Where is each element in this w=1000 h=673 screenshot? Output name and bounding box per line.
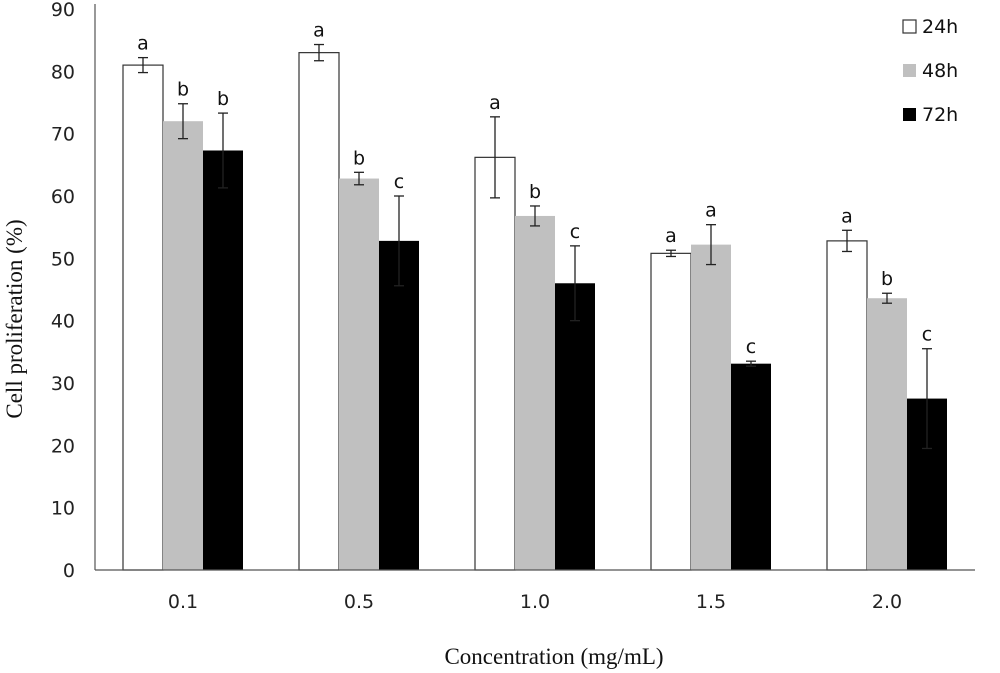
bar-48h-0.1 xyxy=(163,121,203,570)
bar-48h-1.5 xyxy=(691,244,731,570)
bar-72h-0.1 xyxy=(203,150,243,570)
significance-label: c xyxy=(570,221,580,243)
significance-label: c xyxy=(746,336,756,358)
bar-24h-1.0 xyxy=(474,156,516,571)
bar-48h-2.0 xyxy=(867,298,907,570)
x-tick-label: 2.0 xyxy=(872,591,902,613)
legend-label-72h: 72h xyxy=(922,104,958,126)
bar-24h-2.0 xyxy=(826,240,868,571)
legend: 24h 48h 72h xyxy=(902,16,958,126)
legend-label-24h: 24h xyxy=(922,16,958,38)
y-axis-ticks: 0 10 20 30 40 50 60 70 80 90 xyxy=(51,0,75,582)
significance-label: b xyxy=(353,147,365,169)
significance-label: a xyxy=(137,33,149,55)
bar-24h-0.1 xyxy=(122,64,164,571)
y-tick-label: 40 xyxy=(51,311,75,333)
y-tick-label: 90 xyxy=(51,0,75,21)
significance-label: a xyxy=(841,205,853,227)
significance-label: a xyxy=(313,20,325,42)
x-axis-title: Concentration (mg/mL) xyxy=(444,644,663,669)
significance-labels: a b b a b c a b c a a c a b c xyxy=(137,20,932,359)
y-tick-label: 20 xyxy=(51,435,75,457)
y-tick-label: 50 xyxy=(51,248,75,270)
bar-24h-0.5 xyxy=(298,52,340,571)
y-tick-label: 60 xyxy=(51,186,75,208)
error-bars xyxy=(138,43,932,450)
significance-label: b xyxy=(529,181,541,203)
significance-label: b xyxy=(217,88,229,110)
significance-label: b xyxy=(177,79,189,101)
x-tick-label: 1.0 xyxy=(520,591,550,613)
y-tick-label: 70 xyxy=(51,124,75,146)
bar-72h-0.5 xyxy=(379,240,419,570)
bar-48h-0.5 xyxy=(339,178,379,570)
bar-72h-1.5 xyxy=(731,363,771,570)
significance-label: a xyxy=(489,92,501,114)
y-tick-label: 80 xyxy=(51,61,75,83)
bar-48h-1.0 xyxy=(515,215,555,571)
significance-label: b xyxy=(881,268,893,290)
y-tick-label: 30 xyxy=(51,373,75,395)
legend-swatch-72h xyxy=(903,108,916,121)
bars xyxy=(122,52,947,571)
x-tick-label: 0.1 xyxy=(168,591,198,613)
legend-swatch-48h xyxy=(903,64,916,77)
x-axis-ticks: 0.1 0.5 1.0 1.5 2.0 xyxy=(168,591,902,613)
legend-swatch-24h xyxy=(902,19,917,34)
significance-label: a xyxy=(705,200,717,222)
significance-label: c xyxy=(922,324,932,346)
significance-label: a xyxy=(665,225,677,247)
x-tick-label: 0.5 xyxy=(344,591,374,613)
y-axis-title: Cell proliferation (%) xyxy=(2,219,27,418)
y-tick-label: 10 xyxy=(51,498,75,520)
bar-72h-1.0 xyxy=(555,283,595,570)
y-tick-label: 0 xyxy=(63,560,75,582)
legend-label-48h: 48h xyxy=(922,60,958,82)
bar-24h-1.5 xyxy=(650,252,692,571)
x-tick-label: 1.5 xyxy=(696,591,726,613)
axes xyxy=(94,4,975,571)
significance-label: c xyxy=(394,171,404,193)
